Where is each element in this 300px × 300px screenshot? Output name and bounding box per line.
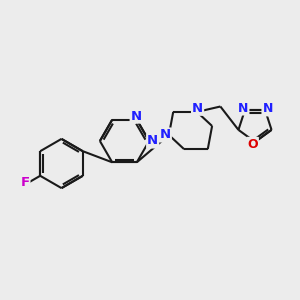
Text: O: O xyxy=(247,138,258,151)
Text: N: N xyxy=(160,128,171,142)
Text: N: N xyxy=(192,102,203,115)
Text: F: F xyxy=(20,176,29,189)
Text: N: N xyxy=(262,102,273,116)
Text: N: N xyxy=(147,134,158,148)
Text: N: N xyxy=(238,101,248,115)
Text: N: N xyxy=(130,110,142,123)
